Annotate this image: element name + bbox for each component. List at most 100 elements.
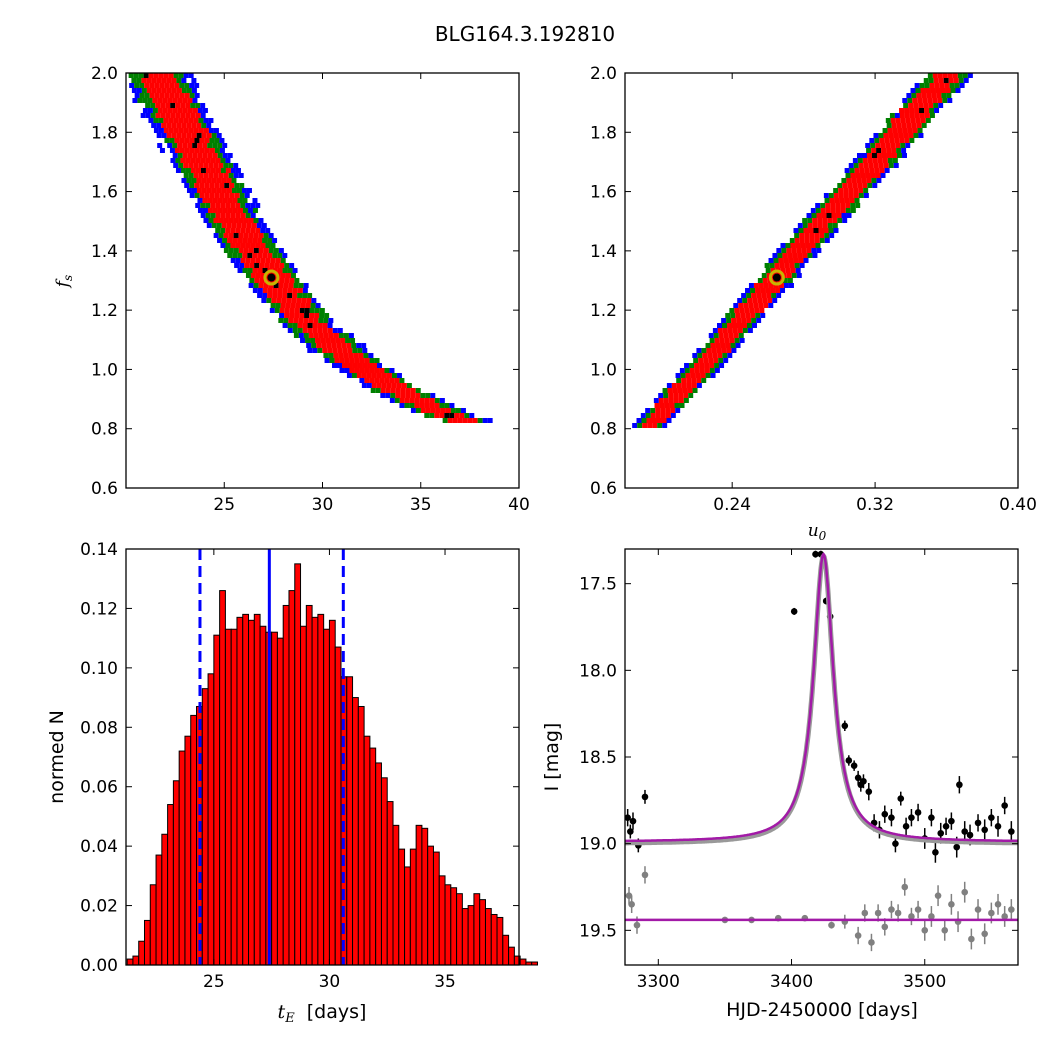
u0-fs-cell-mid (911, 93, 917, 98)
te-fs-cell-mid (374, 358, 380, 363)
te-fs-cell-inner (295, 303, 301, 308)
u0-fs-cell-inner (791, 248, 797, 253)
u0-fs-cell-mid (713, 333, 719, 338)
u0-fs-cell-inner (899, 138, 905, 143)
te-fs-cell-outer (189, 193, 195, 198)
te-fs-cell-inner (250, 258, 256, 263)
u0-fs-cell-inner (686, 383, 692, 388)
u0-fs-cell-outer (712, 328, 718, 333)
te-fs-cell-inner (250, 243, 256, 248)
u0-fs-cell-mid (850, 208, 856, 213)
u0-fs-cell-inner (844, 198, 850, 203)
te-fs-cell-inner (166, 123, 172, 128)
te-fs-cell-inner (236, 223, 242, 228)
te-fs-cell-inner (203, 163, 209, 168)
te-fs-cell-inner (230, 243, 236, 248)
u0-fs-cell-inner (720, 343, 726, 348)
u0-fs-cell-inner (830, 208, 836, 213)
te-fs-cell-inner (386, 373, 392, 378)
u0-fs-cell-outer (795, 268, 801, 273)
te-fs-cell-inner (380, 388, 386, 393)
u0-fs-cell-inner (761, 293, 767, 298)
u0-fs-cell-inner (737, 328, 743, 333)
te-fs-cell-mid (310, 303, 316, 308)
te-fs-cell-outer (192, 98, 198, 103)
u0-fs-cell-outer (799, 263, 805, 268)
histogram-bar (479, 899, 486, 966)
histogram-bar (415, 824, 423, 966)
te-fs-cell-inner (183, 163, 189, 168)
te-fs-cell-outer (289, 263, 295, 268)
te-fs-cell-inner (371, 373, 377, 378)
u0-fs-cell-inner (745, 313, 751, 318)
u0-fs-cell-inner (933, 78, 939, 83)
te-fs-cell-mid (145, 103, 151, 108)
u0-fs-xtick-label: 0.40 (999, 495, 1037, 515)
te-fs-cell-inner (149, 83, 155, 88)
te-fs-cell-mid (205, 213, 211, 218)
te-fs-cell-inner (339, 358, 345, 363)
u0-fs-cell-mid (663, 393, 669, 398)
u0-fs-cell-inner (727, 328, 733, 333)
u0-fs-cell-outer (666, 383, 672, 388)
te-fs-cell-inner (317, 328, 323, 333)
histogram-ytick-label: 0.04 (80, 837, 118, 857)
te-fs-ytick-label: 2.0 (91, 64, 118, 84)
u0-fs-cell-inner (669, 403, 675, 408)
u0-fs-cell-outer (768, 303, 774, 308)
u0-fs-cell-outer (869, 138, 875, 143)
u0-fs-cell-mid (742, 298, 748, 303)
u0-fs-cell-outer (636, 418, 642, 423)
te-fs-cell-inner (381, 373, 387, 378)
u0-fs-cell-inner (827, 218, 833, 223)
te-fs-cell-best (170, 103, 176, 108)
u0-fs-cell-inner (806, 248, 812, 253)
te-fs-cell-inner (376, 383, 382, 388)
u0-fs-cell-mid (701, 348, 707, 353)
te-fs-cell-inner (277, 268, 283, 273)
u0-fs-cell-inner (660, 408, 666, 413)
u0-fs-cell-outer (783, 283, 789, 288)
u0-fs-cell-inner (846, 178, 852, 183)
te-fs-cell-outer (344, 368, 350, 373)
u0-fs-cell-inner (924, 108, 930, 113)
u0-fs-cell-inner (912, 98, 918, 103)
te-fs-cell-outer (169, 148, 175, 153)
te-fs-cell-inner (379, 378, 385, 383)
te-fs-cell-inner (181, 123, 187, 128)
te-fs-cell-inner (197, 143, 203, 148)
te-fs-cell-outer (197, 198, 203, 203)
u0-fs-cell-inner (718, 333, 724, 338)
te-fs-cell-best (287, 293, 293, 298)
reference-point (914, 906, 922, 913)
u0-fs-cell-inner (726, 348, 732, 353)
u0-fs-cell-inner (945, 88, 951, 93)
u0-fs-cell-mid (845, 173, 851, 178)
te-fs-cell-inner (280, 273, 286, 278)
histogram-bar (248, 619, 255, 966)
te-fs-cell-mid (223, 248, 229, 253)
te-fs-cell-inner (228, 233, 234, 238)
u0-fs-cell-inner (706, 348, 712, 353)
u0-fs-cell-inner (747, 298, 753, 303)
u0-fs-cell-inner (798, 258, 804, 263)
u0-fs-cell-inner (748, 303, 754, 308)
u0-fs-cell-outer (823, 193, 829, 198)
te-fs-cell-inner (248, 233, 254, 238)
te-fs-cell-inner (182, 153, 188, 158)
u0-fs-cell-mid (734, 338, 740, 343)
te-fs-cell-mid (225, 243, 231, 248)
u0-fs-cell-inner (869, 168, 875, 173)
u0-fs-cell-mid (849, 168, 855, 173)
u0-fs-cell-mid (746, 293, 752, 298)
histogram-bar (450, 887, 458, 966)
histogram-bar (386, 801, 394, 966)
te-fs-cell-inner (234, 193, 240, 198)
u0-fs-cell-inner (700, 373, 706, 378)
te-fs-cell-inner (212, 198, 218, 203)
te-fs-cell-inner (364, 358, 370, 363)
u0-fs-cell-inner (794, 238, 800, 243)
te-fs-cell-inner (238, 248, 244, 253)
u0-fs-cell-inner (763, 303, 769, 308)
u0-fs-cell-mid (896, 153, 902, 158)
